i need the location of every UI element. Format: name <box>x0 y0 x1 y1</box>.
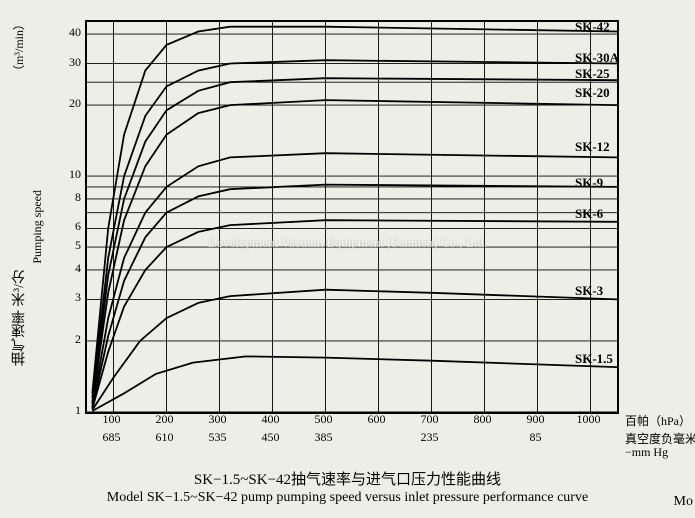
x-tick-hpa: 1000 <box>577 412 601 427</box>
chart-svg <box>87 22 617 412</box>
title-chinese: SK−1.5~SK−42抽气速率与进气口压力性能曲线 <box>0 468 695 489</box>
series-label: SK-9 <box>575 175 603 191</box>
y-tick: 30 <box>51 55 81 70</box>
x-tick-mmhg: 235 <box>421 430 439 445</box>
series-label: SK-1.5 <box>575 351 613 367</box>
y-tick: 3 <box>51 290 81 305</box>
x-tick-mmhg: 685 <box>103 430 121 445</box>
y-axis-label-en: Pumping speed <box>30 190 45 264</box>
x-tick-hpa: 500 <box>315 412 333 427</box>
x-tick-mmhg: 450 <box>262 430 280 445</box>
y-tick: 10 <box>51 167 81 182</box>
x-tick-hpa: 800 <box>474 412 492 427</box>
series-label: SK-42 <box>575 19 610 35</box>
x-tick-mmhg: 385 <box>315 430 333 445</box>
x-unit-mmhg: −mm Hg <box>625 445 668 460</box>
x-tick-mmhg: 535 <box>209 430 227 445</box>
series-label: SK-6 <box>575 206 603 222</box>
watermark-text: Development Vacuum Equipment (Sanmen) Co… <box>0 235 695 251</box>
y-tick: 6 <box>51 219 81 234</box>
y-tick: 1 <box>51 403 81 418</box>
x-tick-hpa: 200 <box>156 412 174 427</box>
y-tick: 8 <box>51 190 81 205</box>
series-label: SK-30A <box>575 50 619 66</box>
x-tick-hpa: 900 <box>527 412 545 427</box>
y-axis-unit: （m³/min） <box>10 18 27 77</box>
x-tick-hpa: 600 <box>368 412 386 427</box>
corner-text: Mo <box>674 494 693 510</box>
title-english: Model SK−1.5~SK−42 pump pumping speed ve… <box>0 490 695 506</box>
x-tick-mmhg: 610 <box>156 430 174 445</box>
y-tick: 40 <box>51 25 81 40</box>
x-tick-hpa: 300 <box>209 412 227 427</box>
y-tick: 20 <box>51 96 81 111</box>
series-label: SK-12 <box>575 139 610 155</box>
series-label: SK-20 <box>575 85 610 101</box>
y-tick: 2 <box>51 332 81 347</box>
y-axis-label-cn: 抽气速率 米³/分 <box>10 270 30 366</box>
x-tick-hpa: 100 <box>103 412 121 427</box>
x-tick-hpa: 700 <box>421 412 439 427</box>
x-unit-hpa: 百帕（hPa） <box>625 412 691 429</box>
chart-plot-area <box>85 20 619 414</box>
series-label: SK-3 <box>575 283 603 299</box>
x-tick-hpa: 400 <box>262 412 280 427</box>
y-tick: 4 <box>51 261 81 276</box>
x-tick-mmhg: 85 <box>530 430 542 445</box>
series-label: SK-25 <box>575 66 610 82</box>
